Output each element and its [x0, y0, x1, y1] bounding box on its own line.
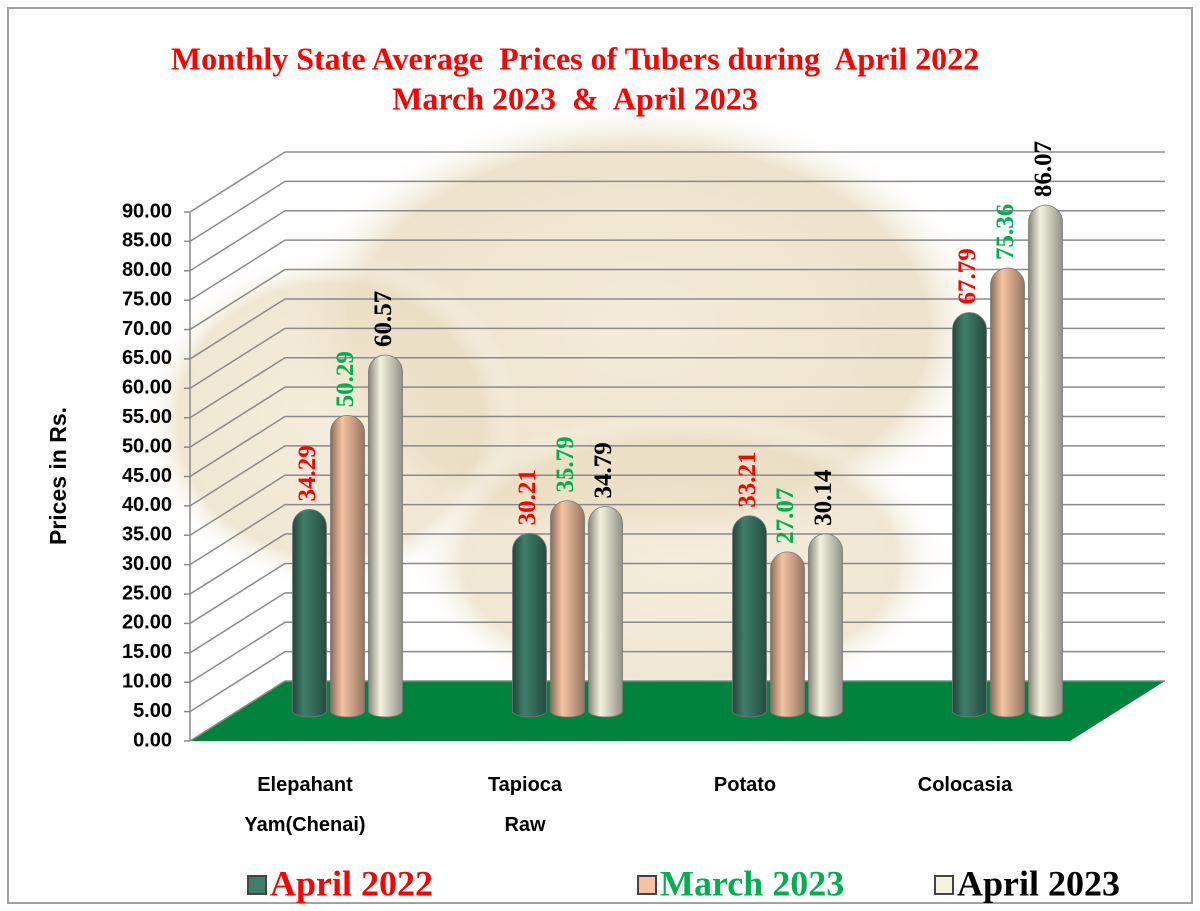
x-tick-label: Potato	[713, 774, 777, 796]
grid-line	[189, 474, 1165, 536]
legend-label: March 2023	[660, 863, 844, 903]
bar	[770, 551, 805, 718]
grid-line	[189, 445, 1165, 507]
value-label: 60.57	[370, 291, 397, 347]
bar	[990, 267, 1025, 718]
bar	[808, 533, 843, 718]
y-tick-label: 55.00	[122, 406, 172, 428]
grid-line	[189, 680, 1165, 742]
y-tick-label: 45.00	[122, 465, 172, 487]
y-tick-label: 50.00	[122, 435, 172, 457]
grid-line	[189, 592, 1165, 654]
y-tick-label: 60.00	[122, 377, 172, 399]
y-tick-label: 20.00	[122, 612, 172, 634]
value-label: 34.79	[590, 442, 617, 498]
y-tick-label: 90.00	[122, 200, 172, 222]
y-tick-label: 75.00	[122, 288, 172, 310]
grid-line	[189, 298, 1165, 360]
bar	[1028, 204, 1063, 718]
value-label: 30.14	[810, 469, 837, 526]
y-tick-label: 70.00	[122, 318, 172, 340]
bar	[512, 533, 547, 718]
legend-swatch	[934, 875, 954, 895]
x-tick-label: Tapioca Raw	[487, 774, 563, 836]
value-label: 33.21	[734, 452, 761, 508]
y-tick-label: 35.00	[122, 524, 172, 546]
y-tick-label: 65.00	[122, 347, 172, 369]
grid-line	[189, 327, 1165, 389]
grid-line	[189, 268, 1165, 331]
grid-line	[189, 356, 1165, 419]
y-tick-label: 10.00	[122, 671, 172, 693]
bar	[732, 515, 767, 718]
grid-line	[189, 621, 1165, 683]
value-label: 67.79	[954, 248, 981, 304]
value-label: 75.36	[992, 204, 1019, 260]
plot: 0.00 5.00 10.00 15.00 20.00 25.00 30.00 35.00 40…	[122, 141, 1165, 903]
value-label: 35.79	[552, 436, 579, 492]
y-tick-label: 85.00	[122, 230, 172, 252]
bar	[368, 354, 403, 718]
x-tick-label: Colocasia	[917, 774, 1013, 796]
legend-swatch	[247, 875, 267, 895]
grid-line	[189, 151, 1165, 213]
value-label: 50.29	[332, 351, 359, 407]
y-tick-label: 40.00	[122, 494, 172, 516]
grid-line	[189, 386, 1165, 448]
bar	[588, 506, 623, 718]
bar	[550, 500, 585, 718]
background-image	[410, 410, 950, 710]
grid-line	[189, 415, 1165, 478]
bar	[330, 415, 365, 718]
y-tick-label: 5.00	[133, 700, 172, 722]
x-tick-label: Elepahant Yam(Chenai)	[244, 774, 366, 836]
value-label: 34.29	[294, 445, 321, 501]
grid-line	[189, 533, 1165, 595]
y-tick-label: 0.00	[133, 729, 172, 751]
y-tick-label: 80.00	[122, 259, 172, 281]
grid-line	[189, 503, 1165, 566]
chart-title: March 2023 & April 2023	[392, 80, 758, 116]
y-tick-label: 30.00	[122, 553, 172, 575]
legend-label: April 2023	[957, 863, 1120, 903]
grid-line	[189, 239, 1165, 301]
floor	[190, 681, 1165, 741]
grid-line	[189, 180, 1165, 243]
value-label: 30.21	[514, 469, 541, 525]
bar	[952, 312, 987, 718]
value-label: 27.07	[772, 488, 799, 544]
bar	[292, 509, 327, 718]
legend-label: April 2022	[270, 863, 433, 903]
grid-line	[189, 562, 1165, 625]
chart-title: Monthly State Average Prices of Tubers d…	[171, 40, 979, 76]
grid-line	[189, 650, 1165, 713]
value-label: 86.07	[1030, 141, 1057, 197]
legend-swatch	[637, 875, 657, 895]
y-tick-label: 15.00	[122, 641, 172, 663]
y-axis-label: Prices in Rs.	[45, 407, 71, 545]
grid-line	[189, 210, 1165, 272]
y-tick-label: 25.00	[122, 582, 172, 604]
